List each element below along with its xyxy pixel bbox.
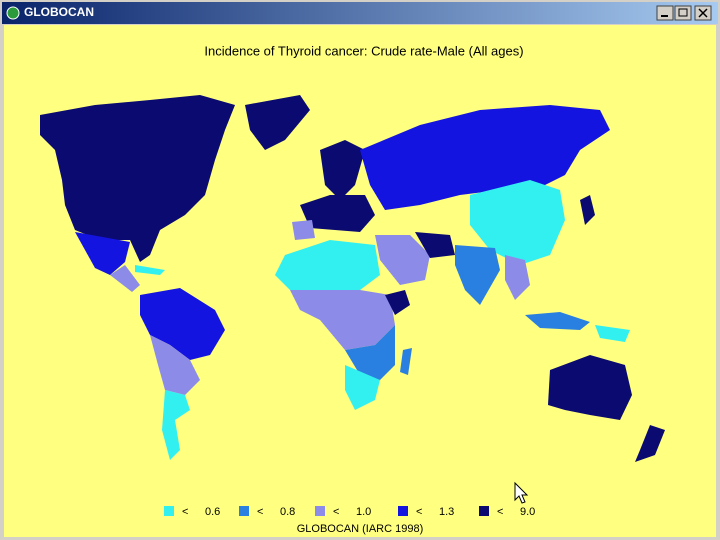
caribbean bbox=[135, 265, 165, 275]
north-america bbox=[40, 95, 235, 262]
mouse-cursor bbox=[514, 481, 529, 504]
australia bbox=[548, 355, 632, 420]
legend-symbol: < bbox=[416, 506, 422, 518]
legend-symbol: < bbox=[257, 506, 263, 518]
north-africa bbox=[275, 240, 380, 295]
south-america-south bbox=[162, 390, 190, 460]
china bbox=[470, 180, 565, 265]
southeast-asia bbox=[505, 255, 530, 300]
legend-value: 1.0 bbox=[356, 506, 371, 518]
new-zealand bbox=[635, 425, 665, 462]
south-america-central bbox=[150, 335, 200, 395]
east-africa bbox=[345, 325, 395, 380]
madagascar bbox=[400, 348, 412, 375]
southern-africa bbox=[345, 365, 380, 410]
greenland bbox=[245, 95, 310, 150]
legend-value: 9.0 bbox=[520, 506, 535, 518]
indonesia bbox=[525, 312, 590, 330]
legend-value: 1.3 bbox=[439, 506, 454, 518]
legend: <0.6 <0.8 <1.0 <1.3 <9.0 bbox=[164, 506, 535, 518]
scandinavia bbox=[320, 140, 365, 200]
window-title: GLOBOCAN bbox=[24, 5, 94, 19]
new-guinea bbox=[595, 325, 630, 342]
central-america bbox=[110, 265, 140, 292]
japan bbox=[580, 195, 595, 225]
legend-swatch bbox=[479, 506, 489, 516]
legend-symbol: < bbox=[333, 506, 339, 518]
title-bar bbox=[2, 2, 718, 24]
europe bbox=[300, 195, 375, 232]
south-america-north bbox=[140, 288, 225, 360]
window-controls bbox=[656, 5, 712, 21]
middle-east bbox=[375, 235, 430, 285]
source-note: GLOBOCAN (IARC 1998) bbox=[297, 523, 424, 535]
legend-swatch bbox=[315, 506, 325, 516]
central-africa bbox=[290, 290, 395, 350]
legend-value: 0.8 bbox=[280, 506, 295, 518]
maximize-icon bbox=[678, 8, 688, 17]
minimize-button[interactable] bbox=[656, 5, 674, 21]
legend-swatch bbox=[398, 506, 408, 516]
map-title: Incidence of Thyroid cancer: Crude rate-… bbox=[204, 43, 523, 58]
world-map bbox=[40, 95, 665, 462]
legend-swatch bbox=[239, 506, 249, 516]
ethiopia bbox=[385, 290, 410, 315]
maximize-button[interactable] bbox=[674, 5, 692, 21]
legend-symbol: < bbox=[182, 506, 188, 518]
legend-symbol: < bbox=[497, 506, 503, 518]
legend-value: 0.6 bbox=[205, 506, 220, 518]
russia bbox=[360, 105, 610, 210]
app-icon bbox=[6, 6, 20, 20]
iran bbox=[415, 232, 455, 258]
legend-swatch bbox=[164, 506, 174, 516]
mexico bbox=[75, 232, 130, 275]
india bbox=[455, 245, 500, 305]
close-icon bbox=[698, 8, 708, 18]
iberia bbox=[292, 220, 315, 240]
